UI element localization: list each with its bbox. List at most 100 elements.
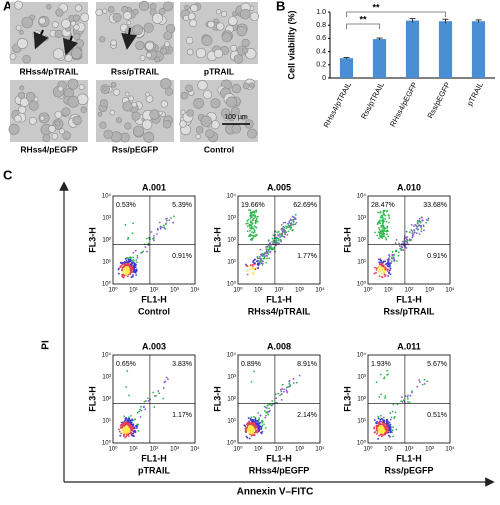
event-dot [418, 219, 421, 222]
x-tick-label: 10¹ [129, 288, 138, 294]
event-dot [136, 254, 139, 257]
quadrant-ul: 28.47% [371, 202, 395, 209]
event-dot [265, 407, 268, 409]
cell [124, 122, 132, 130]
event-dot [122, 268, 125, 271]
event-dot [402, 249, 405, 251]
cell [39, 115, 45, 121]
cell [201, 35, 213, 46]
event-dot [395, 428, 398, 431]
event-dot [387, 429, 390, 431]
event-dot [390, 262, 393, 265]
event-dot [147, 397, 149, 400]
event-dot [251, 265, 254, 267]
event-dot [132, 256, 135, 259]
event-dot [415, 227, 418, 230]
event-dot [268, 246, 271, 249]
event-dot [128, 256, 131, 259]
event-dot [410, 224, 413, 226]
event-dot [271, 237, 274, 240]
event-dot [256, 419, 258, 422]
event-dot [125, 386, 128, 388]
quadrant-lr: 2.14% [297, 412, 317, 419]
event-dot [130, 422, 132, 424]
cell [38, 17, 46, 25]
event-dot [378, 231, 381, 234]
event-dot [264, 252, 267, 254]
cell [110, 39, 117, 46]
event-dot [289, 222, 292, 225]
event-dot [255, 425, 258, 428]
event-dot [165, 376, 168, 379]
event-dot [258, 427, 260, 430]
event-dot [130, 425, 133, 428]
event-dot [279, 238, 282, 241]
event-dot [127, 429, 129, 432]
significance-mark: ** [359, 14, 367, 24]
event-dot [256, 260, 259, 262]
event-dot [244, 429, 247, 431]
event-dot [379, 418, 382, 421]
event-dot [421, 219, 424, 222]
event-dot [251, 231, 253, 233]
event-dot [251, 266, 254, 269]
event-dot [263, 410, 266, 412]
event-dot [168, 219, 171, 222]
event-dot [383, 232, 386, 235]
event-dot [373, 426, 376, 429]
event-dot [418, 379, 421, 381]
cell [95, 8, 103, 17]
event-dot [266, 404, 269, 407]
event-dot [282, 225, 285, 228]
event-dot [382, 421, 385, 423]
event-dot [384, 260, 386, 263]
quadrant-lr: 0.91% [172, 253, 192, 260]
event-dot [132, 430, 135, 433]
event-dot [387, 213, 390, 216]
event-dot [392, 403, 395, 406]
event-dot [418, 217, 421, 220]
cell [162, 120, 172, 129]
cell [15, 24, 22, 31]
event-dot [384, 218, 386, 220]
y-tick-label: 10¹ [357, 260, 366, 266]
event-dot [377, 438, 379, 440]
plot-xlabel: FL1-H [396, 294, 422, 304]
event-dot [381, 276, 384, 279]
y-tick-label: 10⁰ [357, 281, 367, 288]
event-dot [126, 275, 129, 278]
bar [405, 20, 420, 78]
y-tick-label: 10⁴ [227, 193, 237, 200]
event-dot [288, 379, 291, 382]
event-dot [398, 242, 400, 245]
event-dot [261, 420, 264, 423]
event-dot [260, 431, 262, 434]
event-dot [401, 396, 403, 399]
y-tick-label: 10³ [102, 216, 111, 222]
event-dot [375, 269, 378, 271]
event-dot [373, 419, 376, 421]
event-dot [124, 426, 127, 429]
event-dot [258, 430, 260, 433]
event-dot [375, 424, 378, 427]
event-dot [131, 259, 134, 262]
event-dot [258, 417, 261, 420]
event-dot [381, 236, 384, 239]
event-dot [257, 267, 260, 269]
event-dot [384, 267, 386, 270]
event-dot [132, 251, 135, 254]
event-dot [129, 268, 132, 271]
y-tick-label: 10⁴ [102, 193, 112, 200]
event-dot [252, 272, 255, 274]
event-dot [292, 223, 295, 226]
event-dot [417, 228, 419, 231]
event-dot [383, 227, 385, 230]
event-dot [285, 389, 288, 391]
micrograph-label: Rss/pEGFP [112, 144, 159, 154]
event-dot [397, 251, 400, 254]
event-dot [121, 431, 124, 433]
event-dot [129, 258, 132, 261]
event-dot [379, 235, 382, 238]
cell [70, 47, 83, 60]
event-dot [281, 383, 284, 386]
